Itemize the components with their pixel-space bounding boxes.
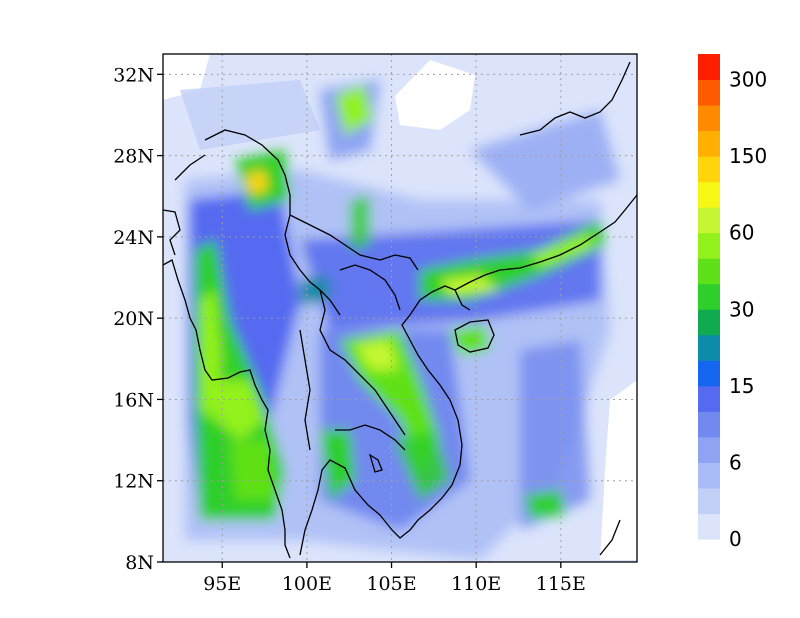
coastlines-borders	[163, 61, 637, 559]
plot-frame	[162, 53, 638, 563]
gridlines	[163, 54, 637, 562]
colorbar-swatch	[698, 436, 720, 463]
colorbar-swatch	[698, 54, 720, 81]
colorbar-swatch	[698, 487, 720, 514]
colorbar: 0 6 15 30 60 150 300	[698, 54, 767, 551]
colorbar-label: 0	[729, 527, 742, 551]
colorbar-swatch	[698, 283, 720, 310]
colorbar-swatch	[698, 181, 720, 208]
longitude-axis: 95E 100E 105E 110E 115E	[203, 562, 586, 595]
colorbar-label: 30	[729, 297, 754, 321]
colorbar-label: 15	[729, 374, 754, 398]
latitude-axis: 8N 12N 16N 20N 24N 28N 32N	[113, 64, 163, 574]
colorbar-label: 60	[729, 221, 754, 245]
colorbar-swatch	[698, 513, 720, 540]
lat-tick-label: 24N	[113, 227, 154, 249]
colorbar-swatch	[698, 258, 720, 285]
colorbar-swatch	[698, 207, 720, 234]
lat-tick-label: 8N	[125, 552, 154, 574]
lat-tick-label: 20N	[113, 308, 154, 330]
colorbar-label: 6	[729, 450, 742, 474]
lat-tick-label: 16N	[113, 389, 154, 411]
colorbar-label: 150	[729, 144, 767, 168]
colorbar-swatch	[698, 130, 720, 157]
lon-tick-label: 110E	[451, 573, 501, 595]
colorbar-swatch	[698, 462, 720, 489]
lat-tick-label: 32N	[113, 64, 154, 86]
colorbar-swatch	[698, 309, 720, 336]
colorbar-swatch	[698, 334, 720, 361]
lat-tick-label: 12N	[113, 471, 154, 493]
colorbar-label: 300	[729, 68, 767, 92]
colorbar-swatch	[698, 385, 720, 412]
lon-tick-label: 95E	[203, 573, 241, 595]
colorbar-swatch	[698, 411, 720, 438]
colorbar-swatch	[698, 360, 720, 387]
colorbar-swatch	[698, 156, 720, 183]
colorbar-swatch	[698, 105, 720, 132]
lon-tick-label: 105E	[366, 573, 416, 595]
colorbar-swatch	[698, 79, 720, 106]
colorbar-swatch	[698, 232, 720, 259]
lon-tick-label: 115E	[536, 573, 586, 595]
lon-tick-label: 100E	[282, 573, 332, 595]
lat-tick-label: 28N	[113, 146, 154, 168]
